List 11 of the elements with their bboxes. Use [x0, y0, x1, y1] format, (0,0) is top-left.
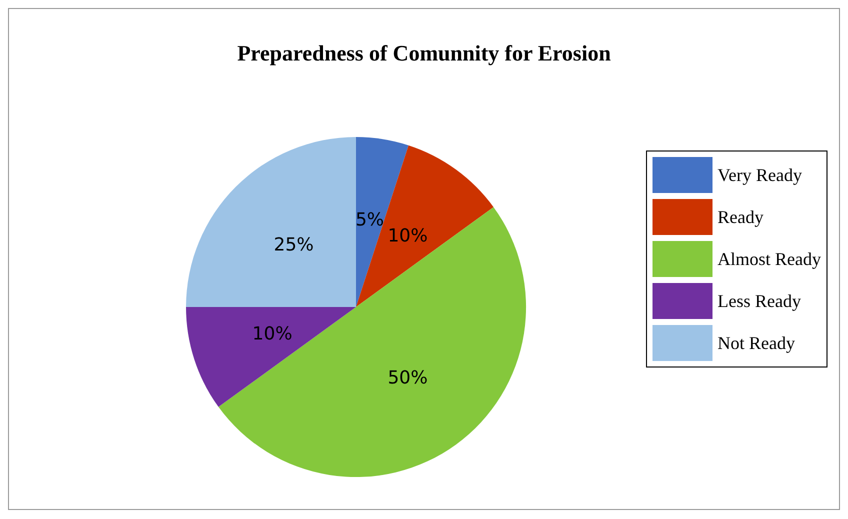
- data-label: 10%: [388, 225, 428, 246]
- legend-label: Not Ready: [718, 333, 795, 353]
- data-label: 50%: [388, 368, 428, 389]
- data-label: 25%: [274, 234, 314, 256]
- data-label: 5%: [355, 210, 384, 231]
- data-label: 10%: [252, 324, 292, 345]
- chart-title: Preparedness of Comunnity for Erosion: [237, 40, 611, 66]
- legend-label: Almost Ready: [718, 249, 822, 269]
- legend-label: Less Ready: [718, 291, 801, 311]
- legend-label: Ready: [718, 207, 764, 227]
- legend-label: Very Ready: [718, 165, 802, 185]
